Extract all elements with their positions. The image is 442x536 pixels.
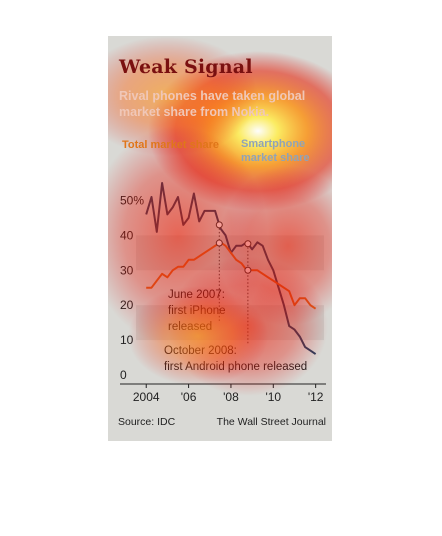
y-tick-label-2: 30 [120, 263, 134, 277]
chart-panel: 50% 40 30 20 10 0 2004 '06 '08 '10 '12 June 2007:… [108, 36, 332, 441]
legend-total-market-share: Total market share [122, 139, 220, 151]
y-axis-ticks: 50% 40 30 20 10 0 [120, 193, 144, 382]
event-dot-0-1 [215, 239, 223, 247]
event-dot-1-1 [244, 266, 252, 274]
y-tick-label-4: 10 [120, 333, 134, 347]
legend-smartphone-market-share: Smartphone market share [241, 138, 310, 164]
x-tick-label-1: '06 [181, 390, 197, 404]
y-tick-label-3: 20 [120, 298, 134, 312]
x-tick-label-3: '10 [265, 390, 281, 404]
annotation-iphone-line-1: first iPhone [168, 305, 226, 317]
y-tick-label-0: 50% [120, 193, 144, 207]
y-tick-label-5: 0 [120, 368, 127, 382]
band-1 [136, 305, 324, 341]
chart-subtitle: Rival phones have taken global market sh… [119, 89, 306, 119]
x-tick-label-4: '12 [308, 390, 324, 404]
event-dot-1-0 [244, 240, 252, 248]
x-tick-label-0: 2004 [133, 390, 160, 404]
x-tick-label-2: '08 [223, 390, 239, 404]
source-note: Source: IDC [118, 416, 176, 428]
y-tick-label-1: 40 [120, 228, 134, 242]
annotation-android-line-1: first Android phone released [164, 361, 307, 373]
event-dot-0-0 [215, 221, 223, 229]
annotation-iphone-line-2: released [168, 321, 212, 333]
annotation-iphone-line-0: June 2007: [168, 289, 225, 301]
chart-title: Weak Signal [119, 56, 253, 78]
x-axis: 2004 '06 '08 '10 '12 [120, 383, 326, 404]
annotation-android-line-0: October 2008: [164, 345, 237, 357]
publisher-credit: The Wall Street Journal [216, 416, 326, 428]
